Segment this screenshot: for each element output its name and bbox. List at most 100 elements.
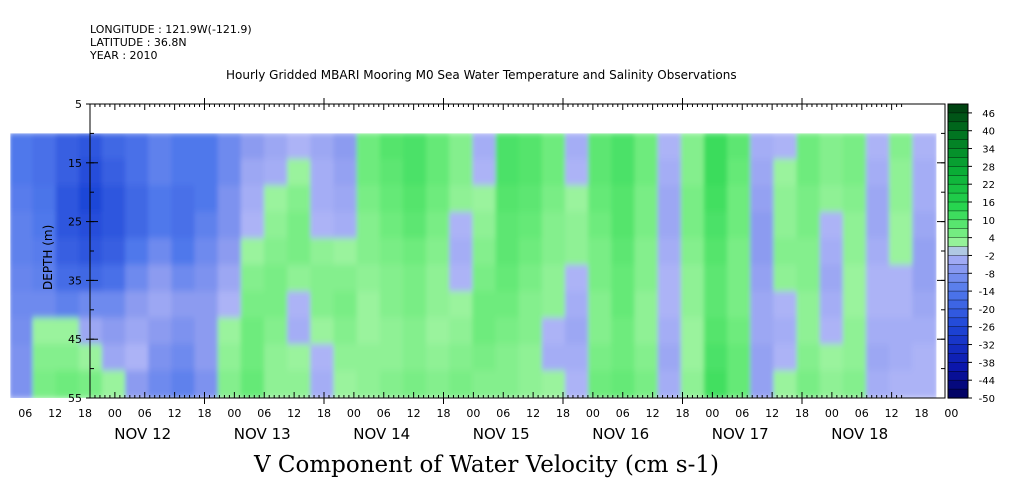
heatmap-cell [866,211,892,241]
x-hour-label: 12 [526,407,540,420]
heatmap-cell [78,185,104,214]
colorbar-swatch [948,148,968,159]
heatmap-cell [426,291,452,320]
heatmap-cell [912,211,937,241]
colorbar-swatch [948,104,968,114]
heatmap-cell [565,264,591,294]
heatmap-cell [171,370,197,398]
heatmap-cell [680,317,706,347]
heatmap-cell [634,211,660,241]
heatmap-cell [287,370,313,398]
heatmap-cell [402,158,429,188]
heatmap-cell [495,158,521,188]
heatmap-cell [240,185,266,214]
heatmap-cell [541,133,567,161]
heatmap-cell [703,238,730,267]
colorbar-swatch [948,344,968,355]
heatmap-cell [101,291,128,320]
heatmap-cell [889,344,915,373]
heatmap-cell [333,264,359,294]
heatmap-cell [78,133,104,161]
heatmap-cell [55,291,81,320]
colorbar-swatch [948,121,968,132]
heatmap-cell [889,133,915,161]
heatmap-cell [703,211,730,241]
heatmap-cell [217,211,243,241]
heatmap-cell [78,370,104,398]
heatmap-cell [796,185,822,214]
heatmap-cell [10,211,35,241]
heatmap-cell [379,133,405,161]
heatmap-cell [657,291,683,320]
x-hour-label: 00 [108,407,122,420]
colorbar-swatch [948,300,968,310]
heatmap-cell [703,185,730,214]
heatmap-cell [611,133,637,161]
heatmap-cell [10,185,35,214]
heatmap-cell [472,133,498,161]
heatmap-cell [866,185,892,214]
x-day-label: NOV 15 [473,425,530,443]
heatmap-cell [634,238,660,267]
heatmap-cell [819,317,845,347]
x-hour-label: 18 [795,407,809,420]
heatmap-cell [101,133,128,161]
heatmap-cell [194,133,220,161]
heatmap-cell [750,291,776,320]
heatmap-cell [148,185,174,214]
heatmap-cell [32,370,58,398]
heatmap-cell [125,238,151,267]
heatmap-cell [611,291,637,320]
heatmap-cell [240,158,266,188]
x-hour-label: 06 [735,407,749,420]
heatmap-cell [379,238,405,267]
heatmap-cell [310,317,336,347]
heatmap-cell [333,158,359,188]
heatmap-cell [379,317,405,347]
heatmap-cell [194,211,220,241]
heatmap-cell [518,317,544,347]
variable-title: V Component of Water Velocity (cm s-1) [254,452,719,478]
heatmap-cell [680,291,706,320]
heatmap-cell [55,133,81,161]
heatmap-cell [657,238,683,267]
x-hour-label: 06 [257,407,271,420]
heatmap-cell [541,291,567,320]
heatmap-cell [217,291,243,320]
heatmap-cell [611,211,637,241]
heatmap-cell [703,133,730,161]
heatmap-cell [634,317,660,347]
heatmap-cell [680,238,706,267]
colorbar-label: 34 [982,145,995,156]
heatmap-cell [449,158,475,188]
heatmap-cell [264,185,290,214]
heatmap-cell [333,133,359,161]
heatmap-cell [518,370,544,398]
heatmap-cell [171,185,197,214]
heatmap-cell [750,317,776,347]
heatmap-cell [32,133,58,161]
heatmap-cell [101,211,128,241]
heatmap-cell [287,158,313,188]
heatmap-cell [55,317,81,347]
heatmap-cell [171,158,197,188]
heatmap-cell [773,370,799,398]
heatmap-cell [541,238,567,267]
heatmap-cell [310,185,336,214]
heatmap-cell [310,211,336,241]
heatmap-cell [634,370,660,398]
heatmap-cell [912,185,937,214]
heatmap-cell [32,238,58,267]
colorbar-swatch [948,157,968,167]
heatmap-cell [588,238,614,267]
heatmap-cell [703,291,730,320]
heatmap-cell [171,344,197,373]
heatmap-cell [310,344,336,373]
heatmap-cell [426,211,452,241]
x-hour-label: 06 [496,407,510,420]
x-hour-label: 00 [347,407,361,420]
heatmap-cell [634,264,660,294]
colorbar-swatch [948,112,968,123]
heatmap-cell [611,344,637,373]
